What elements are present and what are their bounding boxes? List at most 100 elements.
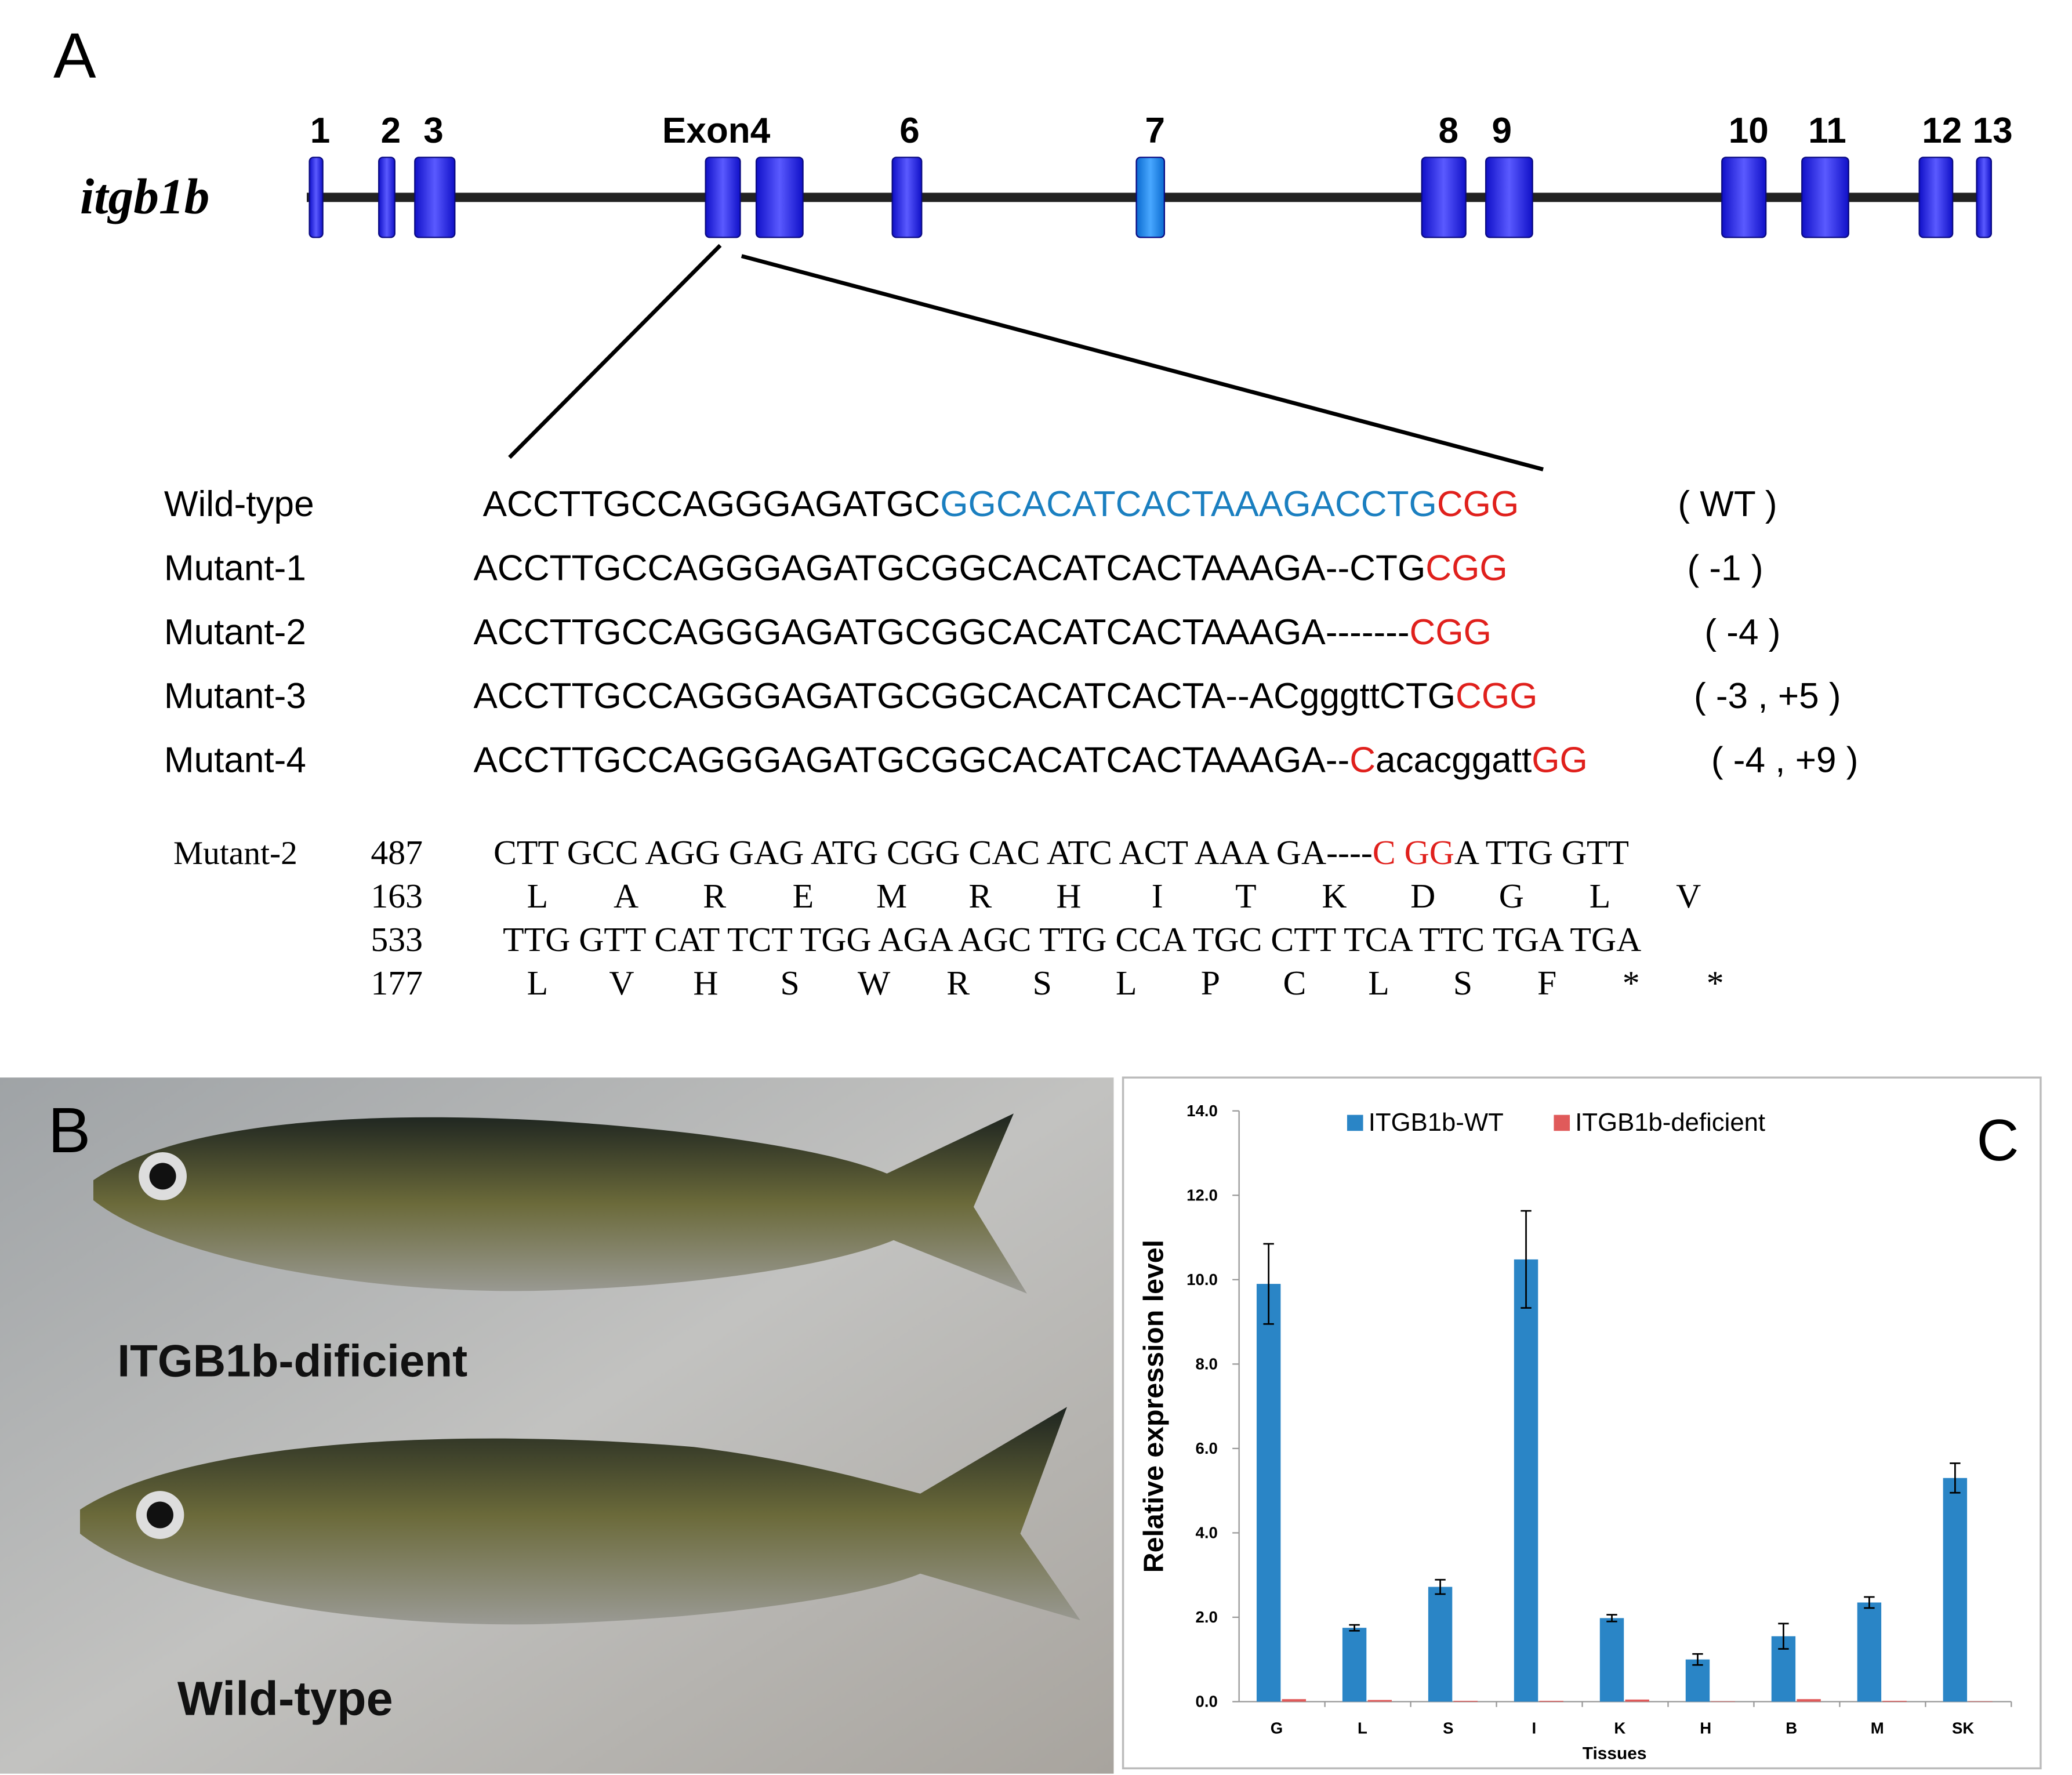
y-tick-label: 8.0 xyxy=(1196,1355,1218,1373)
residue: S xyxy=(780,964,799,1002)
x-tick-label: M xyxy=(1871,1719,1884,1737)
y-tick-label: 14.0 xyxy=(1186,1102,1218,1120)
bar xyxy=(1968,1701,1993,1702)
exon xyxy=(1135,157,1166,238)
exon-label: 9 xyxy=(1492,111,1512,151)
residue: H xyxy=(1056,877,1081,915)
gene-name: itgb1b xyxy=(80,168,209,224)
residue: P xyxy=(1201,964,1220,1002)
bar xyxy=(1711,1701,1735,1702)
photo-label: ITGB1b-dificient xyxy=(117,1335,467,1386)
residue: R xyxy=(968,877,992,915)
exon xyxy=(705,157,741,238)
exon xyxy=(1918,157,1954,238)
fish-wildtype xyxy=(79,1407,1080,1625)
residue: V xyxy=(1676,877,1701,915)
sequence: ACCTTGCCAGGGAGATGCGGCACATCACTA--ACgggttC… xyxy=(473,676,1537,716)
exon-label: 7 xyxy=(1145,111,1166,151)
residue: L xyxy=(1116,964,1137,1002)
exon-label: 6 xyxy=(899,111,920,151)
panel-label: A xyxy=(53,20,96,91)
exon-label: 8 xyxy=(1438,111,1458,151)
y-tick-label: 12.0 xyxy=(1186,1186,1218,1204)
y-axis-label: Relative expression level xyxy=(1138,1240,1170,1573)
sequence-part: A TTG GTT xyxy=(1454,833,1629,872)
x-tick-label: L xyxy=(1358,1719,1367,1737)
row-number: 177 xyxy=(371,964,423,1002)
exon xyxy=(1421,157,1467,238)
sequence-part: GG xyxy=(1532,741,1588,781)
sequence-part: ACCTTGCCAGGGAGATGC xyxy=(483,484,941,524)
sequence-part: C xyxy=(1349,741,1376,781)
y-tick-label: 10.0 xyxy=(1186,1271,1218,1288)
residue: S xyxy=(1033,964,1052,1002)
sequence-part: ACCTTGCCAGGGAGATGCGGCACATCACTA--ACgggttC… xyxy=(473,676,1456,716)
sequence-name: Mutant-4 xyxy=(164,741,306,781)
exon-label: 1 xyxy=(310,111,331,151)
exon xyxy=(1976,157,1993,238)
sequence: CTT GCC AGG GAG ATG CGG CAC ATC ACT AAA … xyxy=(493,833,1629,872)
exon-label: 12 xyxy=(1922,111,1962,151)
x-axis-label: Tissues xyxy=(1583,1744,1647,1763)
exon xyxy=(755,157,804,238)
sequence-note: ( -4 , +9 ) xyxy=(1711,741,1859,781)
row-number: 487 xyxy=(371,833,423,872)
bar xyxy=(1256,1284,1281,1702)
residue: H xyxy=(693,964,718,1002)
residue: L xyxy=(527,964,549,1002)
exon xyxy=(378,157,395,238)
sequence-part: GGCACATCACTAAAGACCTG xyxy=(940,484,1437,524)
residue: C xyxy=(1283,964,1307,1002)
bar xyxy=(1857,1602,1882,1702)
panel-label: B xyxy=(48,1095,91,1166)
residue: I xyxy=(1152,877,1163,915)
sequence: ACCTTGCCAGGGAGATGCGGCACATCACTAAAGA--Caca… xyxy=(473,741,1587,781)
sequence-part: CGG xyxy=(1410,612,1492,652)
exon-label: 2 xyxy=(381,111,401,151)
residue: L xyxy=(1368,964,1389,1002)
bar xyxy=(1342,1628,1367,1702)
legend-swatch xyxy=(1554,1115,1570,1131)
sequence-part: ACCTTGCCAGGGAGATGCGGCACATCACTAAAGA--CTG xyxy=(473,548,1425,588)
legend-label: ITGB1b-WT xyxy=(1369,1108,1504,1137)
sequence-part: acacggatt xyxy=(1376,741,1532,781)
residue: T xyxy=(1235,877,1257,915)
exon xyxy=(414,157,456,238)
x-tick-label: K xyxy=(1614,1719,1625,1737)
sequence-part: CGG xyxy=(1456,676,1537,716)
sequence: ACCTTGCCAGGGAGATGCGGCACATCACTAAAGA------… xyxy=(473,612,1491,652)
exon-label: 3 xyxy=(423,111,444,151)
row-number: 163 xyxy=(371,877,423,915)
bar xyxy=(1599,1618,1624,1702)
residue: W xyxy=(858,964,891,1002)
y-tick-label: 0.0 xyxy=(1196,1693,1218,1711)
bar xyxy=(1943,1478,1968,1702)
bar xyxy=(1367,1700,1392,1702)
sequence-part: CTT GCC AGG GAG ATG CGG CAC ATC ACT AAA … xyxy=(493,833,1373,872)
bar xyxy=(1428,1587,1453,1702)
sequence-part: ACCTTGCCAGGGAGATGCGGCACATCACTAAAGA------… xyxy=(473,612,1409,652)
residue: A xyxy=(614,877,638,915)
residue: * xyxy=(1623,964,1640,1002)
residue: K xyxy=(1322,877,1347,915)
x-tick-label: SK xyxy=(1952,1719,1974,1737)
residue: G xyxy=(1499,877,1524,915)
y-tick-label: 4.0 xyxy=(1196,1524,1218,1542)
sequence-note: ( -1 ) xyxy=(1687,548,1763,588)
x-tick-label: I xyxy=(1532,1719,1537,1737)
bar xyxy=(1514,1259,1538,1702)
exon-label: Exon4 xyxy=(662,111,771,151)
exon xyxy=(309,157,324,238)
photo-label: Wild-type xyxy=(177,1672,393,1726)
residue: E xyxy=(793,877,814,915)
sequence-name: Mutant-3 xyxy=(164,676,306,716)
sequence-note: ( WT ) xyxy=(1678,484,1777,524)
fish-mutant xyxy=(93,1113,1027,1294)
residue: * xyxy=(1707,964,1724,1002)
translation-name: Mutant-2 xyxy=(173,835,297,872)
legend-swatch xyxy=(1347,1115,1363,1131)
exon xyxy=(891,157,923,238)
sequence-part: CGG xyxy=(1425,548,1507,588)
